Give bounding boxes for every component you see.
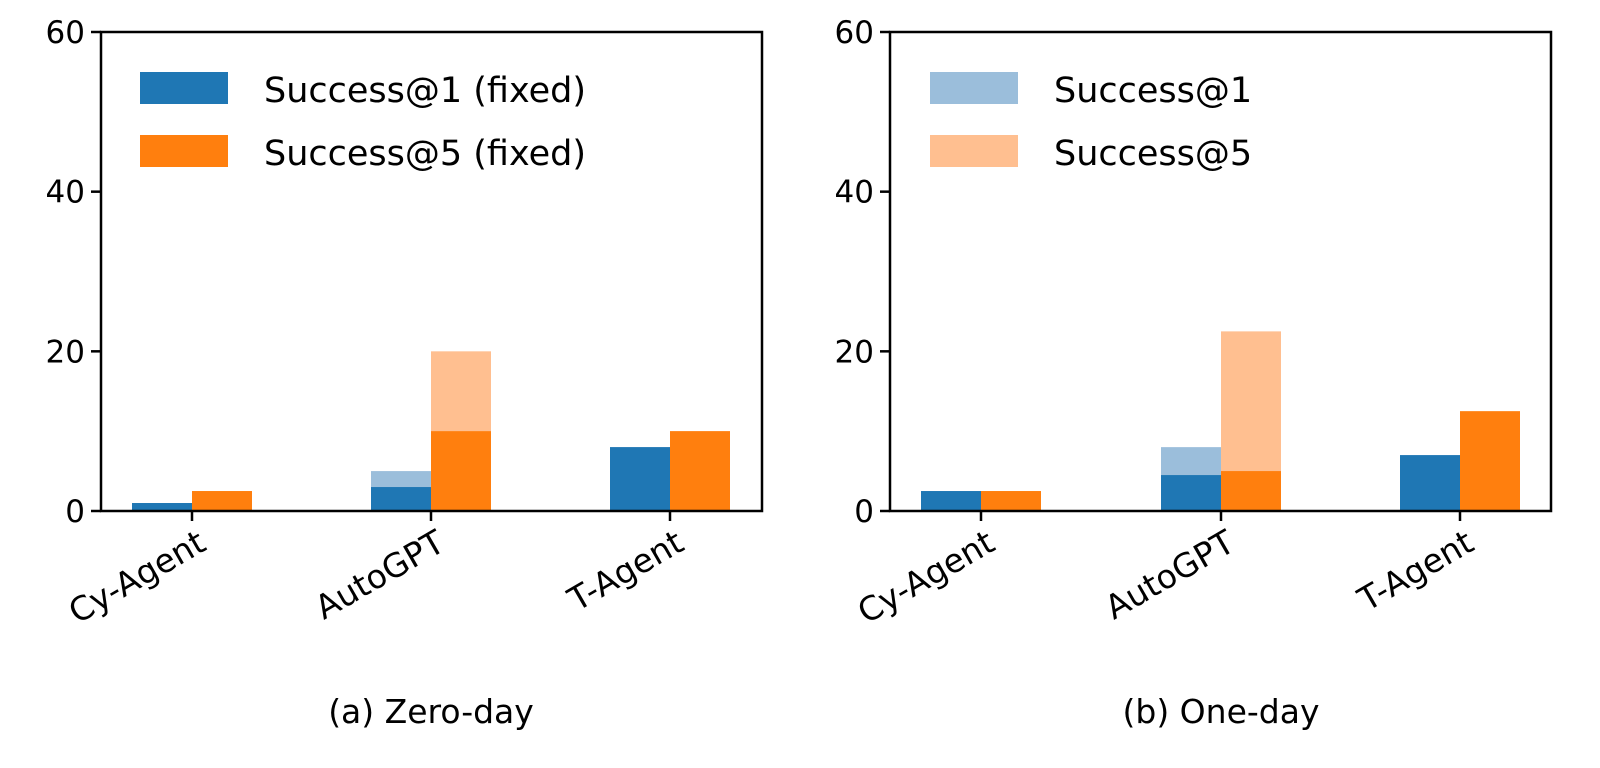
bar-success5-fixed-0 [192, 491, 252, 511]
legend-label-1: Success@5 (fixed) [264, 134, 586, 174]
bar-success1-fixed-0 [132, 503, 192, 511]
bar-success1-fixed-2 [1400, 455, 1460, 511]
legend-label-0: Success@1 (fixed) [264, 71, 586, 111]
bar-success5-fixed-2 [670, 431, 730, 511]
y-tick-label-20: 20 [835, 334, 874, 370]
legend-swatch-0 [140, 72, 228, 104]
bar-success5-fixed-0 [981, 491, 1041, 511]
legend-swatch-0 [930, 72, 1018, 104]
legend-label-1: Success@5 [1054, 134, 1252, 174]
y-tick-label-60: 60 [835, 15, 874, 51]
bar-success5-fixed-1 [1221, 471, 1281, 511]
y-tick-label-40: 40 [46, 175, 85, 211]
y-tick-label-0: 0 [854, 494, 874, 530]
bar-success5-fixed-2 [1460, 411, 1520, 511]
x-tick-label-0: Cy-Agent [62, 522, 212, 631]
bar-success1-fixed-1 [1161, 475, 1221, 511]
panel-caption-2: (b) One-day [1123, 692, 1320, 731]
x-tick-label-2: T-Agent [1351, 522, 1481, 619]
y-tick-label-0: 0 [65, 494, 85, 530]
bar-success5-fixed-1 [431, 431, 491, 511]
y-tick-label-20: 20 [46, 334, 85, 370]
x-tick-label-0: Cy-Agent [851, 522, 1001, 631]
x-tick-label-1: AutoGPT [1098, 522, 1241, 627]
x-tick-label-1: AutoGPT [308, 522, 451, 627]
x-tick-label-2: T-Agent [561, 522, 691, 619]
panel-caption-1: (a) Zero-day [328, 692, 534, 731]
y-tick-label-40: 40 [835, 175, 874, 211]
legend-label-0: Success@1 [1054, 71, 1252, 111]
bar-success1-fixed-0 [921, 491, 981, 511]
legend-swatch-1 [930, 135, 1018, 167]
bar-success1-fixed-2 [610, 447, 670, 511]
bar-success1-fixed-1 [371, 487, 431, 511]
chart-panel-2: 0 20 40 60 Cy-Agent AutoGPT T-Agent Success@1 Su… [835, 15, 1553, 731]
chart-panel-1: 0 20 40 60 Cy-Agent AutoGPT T-Agent Success@1 (… [46, 15, 764, 731]
y-tick-label-60: 60 [46, 15, 85, 51]
legend-swatch-1 [140, 135, 228, 167]
